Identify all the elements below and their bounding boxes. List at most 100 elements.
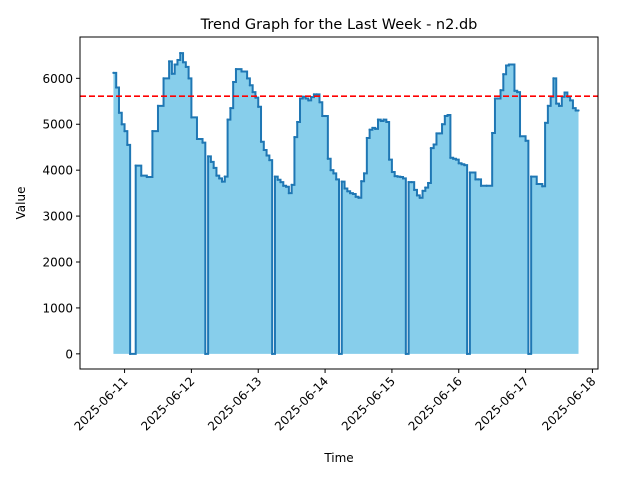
y-axis-label: Value <box>14 187 28 220</box>
series-0-point <box>452 157 455 160</box>
series-0-point <box>468 171 471 174</box>
series-0-point <box>552 77 555 80</box>
series-0-point <box>162 77 165 80</box>
series-0-point <box>499 89 502 92</box>
series-0-point <box>115 86 118 89</box>
series-0-point <box>326 157 329 160</box>
series-0-point <box>362 172 366 175</box>
series-0-point <box>360 180 363 183</box>
series-0-point <box>446 113 449 117</box>
series-0-point <box>276 178 279 181</box>
series-0-point <box>351 192 355 196</box>
series-0-point <box>318 101 321 104</box>
y-tick-label: 2000 <box>42 256 73 270</box>
series-0-point <box>427 181 430 185</box>
series-0-point <box>259 140 263 143</box>
series-0-point <box>209 160 212 163</box>
x-tick-label: 2025-06-17 <box>472 374 531 433</box>
series-0-point <box>129 352 132 355</box>
series-0-point <box>168 60 171 63</box>
series-0-point <box>315 93 318 96</box>
plot-frame <box>79 36 599 370</box>
series-0-point <box>574 109 577 112</box>
series-0-point <box>365 136 368 140</box>
series-0-point <box>335 178 338 181</box>
series-0-point <box>440 123 444 126</box>
series-0-point <box>212 166 215 169</box>
series-0-point <box>296 120 299 124</box>
x-tick-label: 2025-06-16 <box>406 374 465 433</box>
series-0-point <box>117 111 121 114</box>
series-0-point <box>312 93 316 96</box>
series-0-point <box>329 169 332 172</box>
series-0-point <box>287 192 290 195</box>
series-0-point <box>454 158 458 161</box>
series-0-point <box>546 104 549 107</box>
series-0-point <box>449 156 452 159</box>
series-0-point <box>184 65 187 68</box>
series-0-point <box>273 175 277 178</box>
series-0-point <box>513 89 516 92</box>
series-0-point <box>234 68 238 71</box>
series-0-point <box>518 135 522 138</box>
series-0-point <box>321 114 324 118</box>
series-0-point <box>388 158 391 161</box>
series-0-point <box>535 182 538 186</box>
series-0-point <box>301 95 304 98</box>
series-0-point <box>337 352 341 355</box>
series-0-point <box>374 127 377 130</box>
series-0-point <box>371 126 374 130</box>
series-line-layer <box>112 51 580 355</box>
x-axis: 2025-06-11 2025-06-12 2025-06-13 2025-06-14… <box>71 369 599 433</box>
series-0-point <box>399 175 402 179</box>
series-0-point <box>215 174 218 177</box>
x-tick-label: 2025-06-14 <box>272 374 331 433</box>
series-0-point <box>466 352 469 355</box>
series-0-point <box>396 175 399 178</box>
chart-title: Trend Graph for the Last Week - n2.db <box>200 17 478 33</box>
series-0-point <box>251 91 254 94</box>
series-0-point <box>204 352 207 355</box>
series-0-point <box>304 97 307 100</box>
series-0-point <box>282 184 285 187</box>
series-0-point <box>257 105 260 108</box>
x-tick-label: 2025-06-13 <box>205 374 264 433</box>
series-0-point <box>493 97 497 100</box>
x-tick-label: 2025-06-18 <box>539 374 598 433</box>
y-tick-label: 5000 <box>42 118 73 132</box>
series-0-point <box>357 196 360 199</box>
series-0-point <box>173 63 176 66</box>
series-0-point <box>443 114 446 118</box>
series-0-point <box>577 109 580 112</box>
series-0-point <box>413 188 416 192</box>
x-axis-label: Time <box>323 451 353 465</box>
series-0-point <box>390 170 394 174</box>
series-0-point <box>298 97 302 100</box>
x-tick-label: 2025-06-11 <box>71 374 130 433</box>
series-0-point <box>418 196 421 199</box>
series-0-point <box>170 72 173 75</box>
series-0-point <box>265 154 268 157</box>
series-0-point <box>307 99 310 102</box>
series-0-point <box>415 194 419 197</box>
series-0-point <box>571 107 575 110</box>
series-0-point <box>401 177 405 180</box>
series-0-point <box>290 183 293 186</box>
series-0-point <box>246 77 249 80</box>
series-0-point <box>421 189 424 192</box>
series-0-point <box>134 164 137 167</box>
series-0-point <box>268 158 271 162</box>
series-0-point <box>226 118 229 121</box>
series-0-point <box>496 97 499 100</box>
series-0-point <box>123 130 126 133</box>
y-axis: 0 1000 2000 3000 4000 5000 6000 <box>42 72 80 361</box>
series-0-point <box>248 84 251 87</box>
series-0-point <box>254 96 257 99</box>
series-0-point <box>429 147 432 150</box>
series-0-point <box>410 181 413 184</box>
series-0-point <box>284 185 288 188</box>
series-0-area-fill <box>113 53 579 354</box>
series-0-point <box>354 195 357 198</box>
series-0-point <box>477 178 480 181</box>
